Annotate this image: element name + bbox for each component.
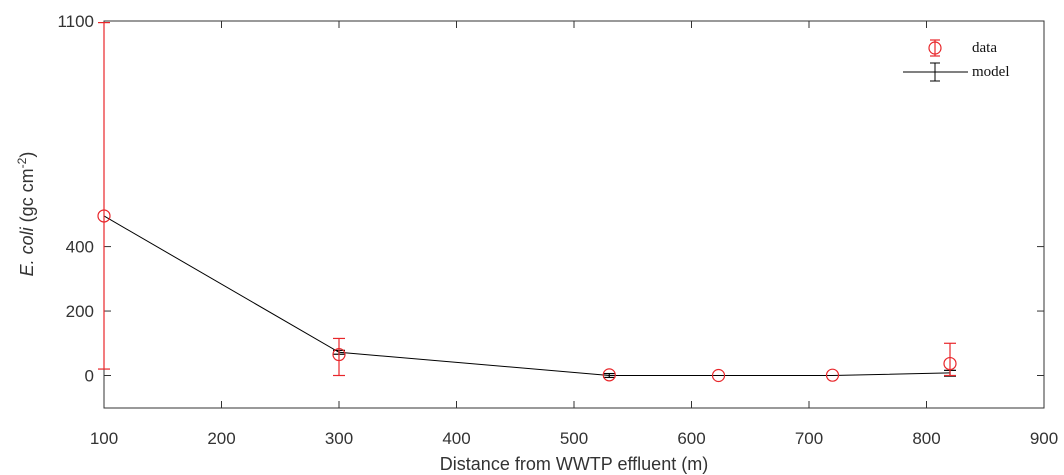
- x-tick-label: 100: [90, 429, 118, 448]
- data-point: [97, 209, 111, 223]
- y-axis-title-close: ): [17, 152, 37, 158]
- x-tick-label: 500: [560, 429, 588, 448]
- x-tick-label: 900: [1030, 429, 1058, 448]
- data-series: [97, 22, 957, 383]
- legend-model-marker: [903, 62, 968, 82]
- legend: data model: [903, 39, 1010, 82]
- model-line: [103, 215, 951, 376]
- data-point: [332, 347, 346, 362]
- y-tick-label: 400: [66, 238, 94, 257]
- legend-data-circle: [928, 41, 942, 55]
- x-axis-title: Distance from WWTP effluent (m): [440, 454, 708, 474]
- y-tick-label: 1100: [57, 12, 94, 31]
- data-point: [711, 368, 726, 383]
- legend-data-label: data: [972, 40, 997, 56]
- y-axis-title-text: (gc cm: [17, 168, 37, 227]
- y-tick-label: 200: [66, 302, 94, 321]
- legend-data-marker: [928, 39, 942, 57]
- y-axis-title: E. coli (gc cm-2): [15, 152, 37, 277]
- x-tick-label: 400: [442, 429, 470, 448]
- axis-ticks: 100 200 300 400 500 600 700 800 900 0 200 400 1100: [57, 12, 1058, 448]
- x-tick-label: 600: [677, 429, 705, 448]
- x-tick-label: 200: [207, 429, 235, 448]
- plot-area: [103, 20, 1045, 409]
- x-tick-label: 700: [795, 429, 823, 448]
- data-point: [943, 356, 957, 371]
- data-point: [825, 368, 840, 382]
- data-point: [602, 368, 616, 382]
- y-tick-label: 0: [85, 367, 94, 386]
- x-tick-label: 300: [325, 429, 353, 448]
- y-axis-title-italic: E. coli: [17, 226, 37, 276]
- x-tick-label: 800: [912, 429, 940, 448]
- legend-model-label: model: [972, 64, 1010, 80]
- y-axis-title-sup: -2: [15, 157, 29, 168]
